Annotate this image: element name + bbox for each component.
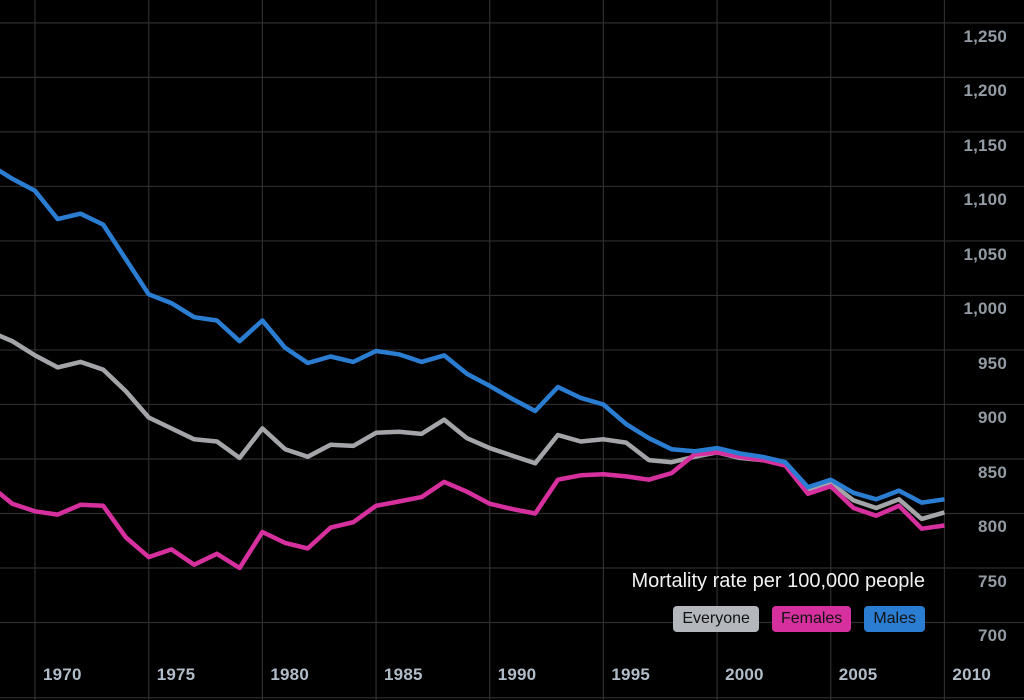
y-axis-tick-label: 1,150 — [963, 135, 1007, 155]
x-axis-tick-label: 2000 — [725, 665, 764, 684]
y-axis-tick-label: 850 — [978, 462, 1007, 482]
x-axis-tick-label: 2005 — [838, 665, 878, 684]
legend-chips: Everyone Females Males — [631, 606, 925, 632]
legend-chip-females[interactable]: Females — [771, 606, 852, 632]
x-axis-tick-label: 1995 — [611, 665, 651, 684]
y-axis-tick-label: 1,000 — [963, 299, 1007, 319]
y-axis-tick-label: 750 — [978, 571, 1007, 591]
y-axis-tick-label: 700 — [978, 626, 1007, 646]
x-axis-tick-label: 1970 — [43, 665, 82, 684]
chart-legend-block: Mortality rate per 100,000 people Everyo… — [631, 570, 925, 632]
y-axis-tick-label: 1,250 — [963, 26, 1007, 46]
y-axis-tick-label: 950 — [978, 353, 1007, 373]
y-axis-tick-label: 1,050 — [963, 244, 1007, 264]
y-axis-tick-label: 1,100 — [963, 190, 1007, 210]
x-axis-tick-label: 1985 — [384, 665, 423, 684]
x-axis-tick-label: 1990 — [497, 665, 537, 684]
y-axis-tick-label: 1,200 — [963, 81, 1007, 101]
y-axis-tick-label: 900 — [978, 408, 1007, 428]
y-axis-tick-label: 800 — [978, 517, 1007, 537]
x-axis-tick-label: 1975 — [156, 665, 196, 684]
females-line — [0, 450, 945, 571]
legend-chip-males[interactable]: Males — [864, 606, 925, 632]
chart-title: Mortality rate per 100,000 people — [631, 570, 925, 592]
legend-chip-everyone[interactable]: Everyone — [673, 606, 759, 632]
males-line — [0, 168, 945, 505]
x-axis-tick-label: 2010 — [952, 665, 992, 684]
x-axis-tick-label: 1980 — [270, 665, 309, 684]
